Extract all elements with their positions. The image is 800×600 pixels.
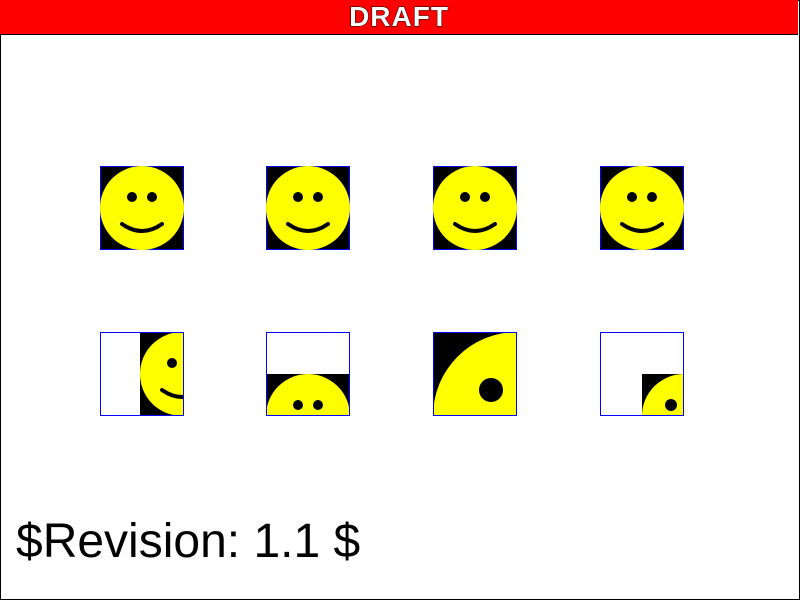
smiley-face-icon [266,332,350,416]
full-smiley-tile-1 [100,166,184,250]
draft-banner: DRAFT [0,0,798,35]
zoomed-smiley-tile [433,332,517,416]
full-smiley-tile-4 [600,166,684,250]
left-half-smiley-tile [100,332,184,416]
smiley-face-icon [600,332,684,416]
smiley-face-icon [100,332,184,416]
top-half-smiley-tile [266,332,350,416]
banner-title: DRAFT [349,1,449,32]
revision-label: $Revision: 1.1 $ [16,515,361,568]
smiley-face-icon [100,166,184,250]
full-smiley-tile-2 [266,166,350,250]
full-smiley-tile-3 [433,166,517,250]
smiley-face-icon [600,166,684,250]
smiley-face-icon [433,166,517,250]
smiley-face-icon [266,166,350,250]
quarter-smiley-tile [600,332,684,416]
smiley-face-icon [433,332,517,416]
